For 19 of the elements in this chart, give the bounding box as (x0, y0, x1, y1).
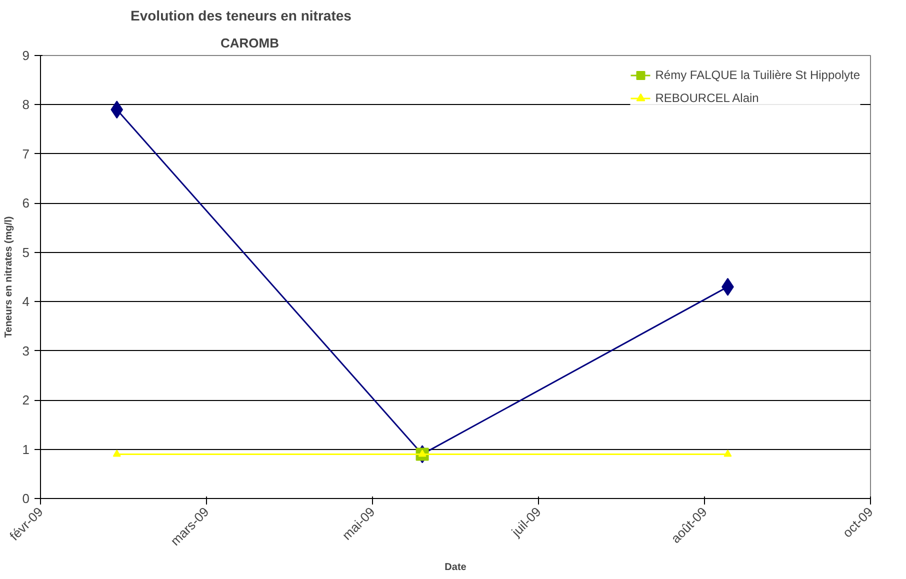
y-tick-label: 2 (22, 392, 30, 408)
chart-title: Evolution des teneurs en nitrates (130, 8, 352, 24)
point (724, 450, 732, 457)
point (112, 450, 121, 457)
y-tick-label: 6 (22, 196, 30, 211)
y-tick-label: 1 (22, 442, 30, 457)
y-tick-label: 0 (22, 491, 30, 506)
legend-label: Rémy FALQUE la Tuilière St Hippolyte (655, 68, 860, 82)
y-tick-label: 8 (22, 97, 30, 112)
y-tick-label: 4 (22, 294, 30, 310)
x-axis-title: Date (444, 562, 467, 573)
point (110, 100, 124, 119)
y-tick-label: 7 (22, 146, 30, 162)
y-tick-label: 9 (22, 48, 30, 63)
y-tick-label: 5 (22, 244, 30, 260)
y-tick-label: 3 (22, 343, 30, 358)
y-axis-title: Teneurs en nitrates (mg/l) (3, 216, 14, 338)
legend-label: REBOURCEL Alain (655, 91, 759, 105)
chart-subtitle: CAROMB (220, 36, 279, 50)
